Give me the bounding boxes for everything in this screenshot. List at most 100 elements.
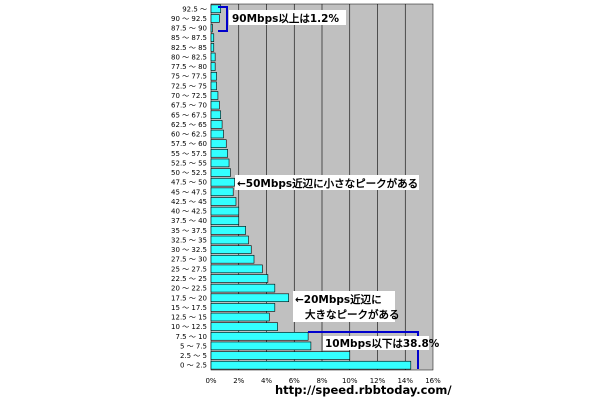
y-tick-label: 42.5 ～ 45 <box>171 198 207 206</box>
bar <box>210 274 269 283</box>
y-tick-label: 80 ～ 82.5 <box>171 53 207 61</box>
top-bracket <box>218 6 228 32</box>
peak-20-annotation-line2: 大きなピークがある <box>305 308 400 321</box>
bar <box>210 62 216 71</box>
top-annotation: 90Mbps以上は1.2% <box>232 12 339 25</box>
y-tick-label: 45 ～ 47.5 <box>171 188 207 196</box>
y-tick-label: 22.5 ～ 25 <box>171 275 207 283</box>
y-tick-label: 75 ～ 77.5 <box>171 73 207 81</box>
y-tick-label: 92.5 ～ <box>182 5 207 13</box>
y-tick-label: 52.5 ～ 55 <box>171 159 207 167</box>
peak-20-annotation-box <box>293 291 395 322</box>
peak-50-annotation: ←50Mbps近辺に小さなピークがある <box>237 177 418 190</box>
y-tick-label: 87.5 ～ 90 <box>171 25 207 33</box>
bar <box>210 52 216 62</box>
bar <box>210 235 249 245</box>
y-tick-label: 70 ～ 72.5 <box>171 92 207 100</box>
bar <box>210 283 276 293</box>
y-tick-label: 12.5 ～ 15 <box>171 314 207 322</box>
y-tick-label: 57.5 ～ 60 <box>171 140 207 148</box>
bar <box>210 254 255 264</box>
bar <box>210 139 227 148</box>
x-tick-label: 0% <box>205 377 216 385</box>
y-tick-label: 40 ～ 42.5 <box>171 208 207 216</box>
x-tick-label: 8% <box>316 377 327 385</box>
bottom-annotation: 10Mbps以下は38.8% <box>325 338 440 350</box>
x-tick-label: 4% <box>261 377 272 385</box>
y-tick-label: 7.5 ～ 10 <box>176 333 208 341</box>
y-tick-label: 65 ～ 67.5 <box>171 111 207 119</box>
y-tick-label: 47.5 ～ 50 <box>171 179 207 187</box>
bar <box>210 177 235 187</box>
x-tick-label: 2% <box>233 377 244 385</box>
y-tick-label: 60 ～ 62.5 <box>171 131 207 139</box>
x-tick-label: 6% <box>289 377 300 385</box>
bar <box>210 91 219 100</box>
bar <box>210 187 234 197</box>
bar <box>210 33 215 42</box>
bar <box>210 206 240 216</box>
y-tick-label: 27.5 ～ 30 <box>171 256 207 264</box>
y-axis-labels: 0 ～ 2.5 2.5 ～ 5 5 ～ 7.57.5 ～ 10 10 ～ 12.512… <box>171 5 207 369</box>
y-tick-label: 85 ～ 87.5 <box>171 34 207 42</box>
bar <box>210 264 263 274</box>
y-tick-label: 32.5 ～ 35 <box>171 236 207 244</box>
y-tick-label: 67.5 ～ 70 <box>171 102 207 110</box>
x-axis-labels: 0% 2% 4% 6% 8% 10% 12% 14% 16% <box>205 377 441 385</box>
bar <box>210 303 276 312</box>
bar <box>210 14 220 23</box>
source-url: http://speed.rbbtoday.com/ <box>275 383 452 397</box>
top-annotation-box <box>229 10 346 25</box>
bar <box>210 110 222 120</box>
x-tick-label: 14% <box>397 377 413 385</box>
peak-50-annotation-box <box>235 175 419 190</box>
y-tick-label: 10 ～ 12.5 <box>171 323 207 331</box>
bar <box>210 226 246 235</box>
bar <box>210 23 213 33</box>
bar <box>210 197 237 206</box>
y-tick-label: 17.5 ～ 20 <box>171 294 207 302</box>
y-tick-label: 5 ～ 7.5 <box>180 342 207 350</box>
bars <box>210 4 412 370</box>
bar <box>210 351 351 360</box>
y-tick-label: 77.5 ～ 80 <box>171 63 207 71</box>
y-tick-label: 20 ～ 22.5 <box>171 285 207 293</box>
bar <box>210 71 217 81</box>
y-tick-label: 55 ～ 57.5 <box>171 150 207 158</box>
bar <box>210 216 240 225</box>
y-tick-label: 25 ～ 27.5 <box>171 265 207 273</box>
bar <box>210 312 270 322</box>
bar <box>210 293 289 303</box>
y-tick-label: 0 ～ 2.5 <box>180 362 207 370</box>
bar <box>210 129 224 139</box>
bar <box>210 158 230 168</box>
bar <box>210 81 217 91</box>
bar <box>210 332 309 341</box>
bar <box>210 120 223 129</box>
y-tick-label: 35 ～ 37.5 <box>171 227 207 235</box>
bar <box>210 341 312 351</box>
y-tick-label: 37.5 ～ 40 <box>171 217 207 225</box>
bottom-annotation-box <box>323 336 429 350</box>
bar <box>210 322 278 331</box>
peak-20-annotation-line1: ←20Mbps近辺に <box>295 293 382 306</box>
y-tick-label: 82.5 ～ 85 <box>171 44 207 52</box>
bar <box>210 4 222 14</box>
bar <box>210 360 412 370</box>
bar <box>210 149 228 158</box>
x-tick-label: 10% <box>342 377 358 385</box>
y-tick-label: 30 ～ 32.5 <box>171 246 207 254</box>
y-tick-label: 2.5 ～ 5 <box>180 352 207 360</box>
x-tick-label: 16% <box>425 377 441 385</box>
y-tick-label: 62.5 ～ 65 <box>171 121 207 129</box>
y-tick-label: 90 ～ 92.5 <box>171 15 207 23</box>
bar <box>210 100 220 110</box>
bar <box>210 168 231 177</box>
y-tick-label: 72.5 ～ 75 <box>171 82 207 90</box>
bar <box>210 43 215 52</box>
y-tick-label: 50 ～ 52.5 <box>171 169 207 177</box>
bar <box>210 245 252 254</box>
bottom-bracket <box>308 331 419 369</box>
y-tick-label: 15 ～ 17.5 <box>171 304 207 312</box>
